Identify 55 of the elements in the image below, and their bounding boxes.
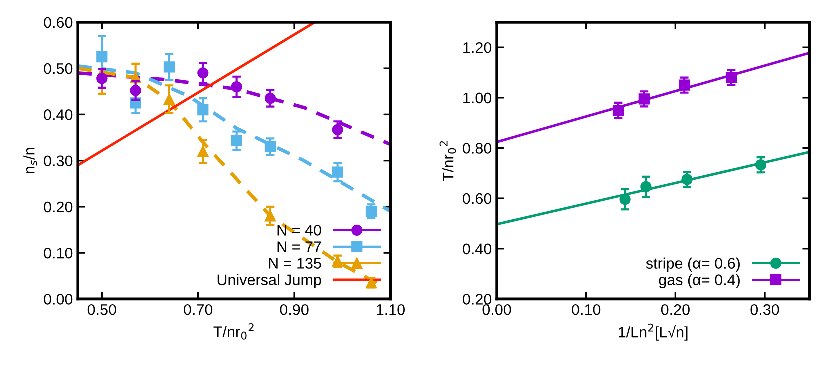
point [755, 160, 767, 171]
point [682, 174, 693, 186]
x-tick-label: 0.10 [572, 304, 601, 316]
x-tick-label: 0.30 [750, 304, 780, 316]
point [130, 85, 142, 96]
point [164, 94, 176, 106]
y-tick-label: 1.20 [464, 42, 492, 54]
x-axis-title: T/nr$_{0}$$^{2}$ [214, 323, 254, 340]
y-tick-label: 0.30 [44, 156, 73, 167]
point [198, 68, 209, 79]
legend-label: gas (α= 0.4) [659, 274, 740, 289]
y-tick-label: 0.40 [44, 110, 73, 120]
y-tick-label: 0.80 [463, 143, 492, 154]
x-tick-label: 0.00 [482, 304, 512, 316]
y-tick-label: 0.10 [44, 248, 73, 259]
point [264, 141, 276, 153]
y-tick-label: 0.00 [44, 294, 73, 305]
legend-label: stripe (α= 0.6) [646, 258, 740, 272]
point [198, 104, 209, 116]
y-axis-title: n$_{s}$/n [24, 148, 38, 174]
point [264, 92, 276, 104]
point [96, 73, 108, 84]
x-axis-title: 1/Ln$^{2}$[L√n] [618, 324, 688, 341]
point [332, 166, 344, 178]
y-tick-label: 0.60 [44, 17, 73, 28]
legend-label: Universal Jump [218, 274, 322, 289]
point [198, 146, 209, 158]
point [96, 51, 108, 63]
y-axis-title: T/nr$_{0}$$^{2}$ [440, 141, 456, 182]
x-tick-label: 0.70 [184, 304, 213, 316]
legend-label: N = 135 [269, 258, 322, 269]
point [164, 62, 176, 73]
point [332, 124, 344, 136]
point [638, 94, 650, 105]
point [612, 104, 624, 116]
y-tick-label: 1.00 [464, 92, 492, 104]
y-tick-label: 0.60 [463, 193, 492, 204]
y-tick-label: 0.50 [44, 63, 73, 74]
point [264, 210, 276, 222]
point [231, 81, 242, 93]
x-tick-label: 0.50 [88, 304, 116, 316]
point [640, 181, 652, 193]
line-series [78, 71, 391, 146]
point [726, 72, 738, 84]
y-tick-label: 0.40 [463, 244, 492, 255]
point [231, 135, 242, 147]
point [679, 80, 690, 91]
y-tick-label: 0.20 [44, 202, 73, 213]
y-tick-label: 0.20 [463, 294, 492, 305]
x-tick-label: 1.10 [377, 304, 405, 316]
point [620, 194, 631, 206]
legend-label: N = 77 [278, 242, 322, 252]
x-tick-label: 0.90 [280, 304, 309, 316]
point [366, 206, 378, 218]
x-tick-label: 0.20 [661, 304, 690, 316]
